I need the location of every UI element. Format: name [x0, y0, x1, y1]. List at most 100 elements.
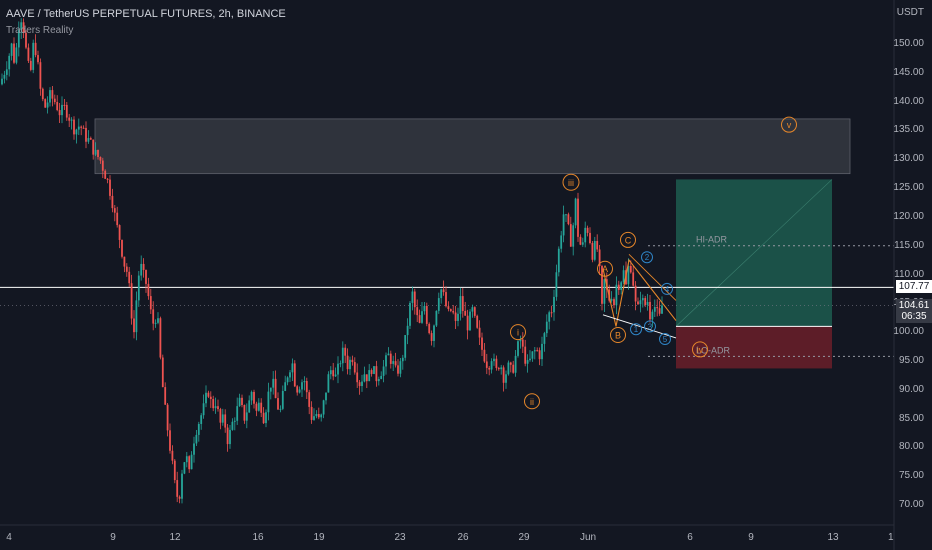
time-tick-label: 29	[518, 532, 530, 543]
candle-body	[284, 382, 287, 391]
candle-body	[514, 355, 517, 373]
candle-body	[121, 239, 123, 257]
candle-body	[296, 386, 299, 393]
candle-body	[164, 387, 167, 405]
candle-body	[133, 318, 135, 333]
candle-body	[469, 311, 471, 331]
candle-body	[591, 243, 594, 260]
price-tick-label: 90.00	[898, 383, 924, 395]
candle-body	[377, 379, 380, 382]
candles-layer	[1, 18, 663, 504]
candle-body	[495, 358, 498, 368]
candle-body	[517, 341, 519, 356]
candle-body	[509, 362, 512, 365]
candle-body	[541, 343, 543, 360]
candle-body	[584, 227, 587, 243]
candle-body	[500, 367, 503, 370]
candle-body	[267, 391, 270, 413]
candle-body	[73, 119, 75, 135]
candle-body	[565, 214, 567, 216]
candle-body	[363, 374, 366, 382]
time-tick-label: 9	[748, 532, 754, 543]
candle-body	[214, 406, 217, 409]
last-price-tag: 104.61 06:35	[896, 298, 932, 323]
candle-body	[325, 392, 327, 401]
candle-body	[457, 313, 459, 321]
wave-label-b: B	[615, 331, 621, 341]
candle-body	[303, 381, 306, 383]
candle-body	[622, 270, 625, 283]
candle-body	[341, 347, 344, 364]
candle-body	[51, 90, 54, 99]
candle-body	[277, 398, 279, 410]
price-tick-label: 85.00	[898, 412, 924, 424]
candle-body	[339, 363, 342, 365]
time-tick-label: 4	[6, 532, 12, 543]
price-axis-unit: USDT	[896, 7, 924, 18]
candle-body	[485, 361, 488, 368]
candle-body	[39, 62, 42, 89]
candle-body	[413, 291, 416, 308]
candle-body	[65, 104, 68, 118]
time-tick-label: Jun	[579, 532, 597, 543]
candle-body	[70, 119, 73, 121]
candle-body	[658, 308, 661, 314]
candle-body	[428, 323, 431, 334]
candle-body	[197, 423, 200, 435]
candle-body	[183, 462, 186, 474]
candle-body	[44, 99, 47, 108]
candle-body	[109, 179, 111, 196]
candle-body	[301, 382, 303, 390]
candle-body	[34, 42, 37, 56]
candle-body	[375, 366, 378, 382]
candle-body	[142, 263, 145, 271]
candle-body	[649, 301, 651, 320]
candle-body	[351, 359, 354, 363]
wave-label-iv: iv	[697, 345, 704, 355]
candle-body	[661, 305, 663, 314]
candle-body	[478, 327, 481, 338]
candle-body	[401, 357, 404, 362]
candle-body	[586, 227, 589, 233]
candle-body	[646, 301, 649, 305]
indicator-label: Traders Reality	[6, 25, 74, 36]
candle-body	[627, 265, 630, 285]
candle-body	[337, 363, 339, 375]
candle-body	[349, 359, 351, 370]
candle-body	[512, 364, 515, 373]
candle-body	[461, 296, 464, 311]
candle-body	[77, 126, 80, 130]
price-tick-label: 100.00	[893, 326, 924, 338]
wave-label-iii-circle	[562, 173, 580, 191]
time-tick-label: 1	[888, 532, 894, 543]
time-tick-label: 9	[110, 532, 116, 543]
candle-body	[241, 397, 243, 405]
candle-body	[104, 170, 107, 179]
candle-body	[190, 454, 193, 470]
candle-body	[320, 414, 323, 418]
wave-label-v-circle	[781, 116, 797, 133]
candle-body	[135, 300, 138, 333]
wave-label-iv-circle	[692, 341, 708, 358]
candle-body	[615, 284, 618, 306]
level-price-tag: 107.77	[896, 280, 932, 294]
candle-body	[601, 266, 603, 304]
candle-body	[245, 412, 248, 421]
candle-body	[176, 480, 179, 497]
candle-body	[620, 282, 623, 290]
wave-label-3: 3	[648, 322, 653, 331]
wave-label-i-circle	[510, 324, 526, 341]
candle-body	[17, 30, 20, 48]
candle-body	[82, 127, 85, 129]
wave-label-a-circle	[597, 260, 613, 277]
candle-body	[68, 117, 71, 121]
candle-body	[111, 195, 114, 209]
symbol-title: AAVE / TetherUS PERPETUAL FUTURES, 2h, B…	[6, 8, 286, 20]
candle-body	[85, 127, 87, 142]
wave-label-5: 5	[663, 335, 668, 344]
zone-stop	[676, 326, 832, 369]
candle-body	[322, 400, 325, 415]
candle-body	[613, 299, 615, 306]
